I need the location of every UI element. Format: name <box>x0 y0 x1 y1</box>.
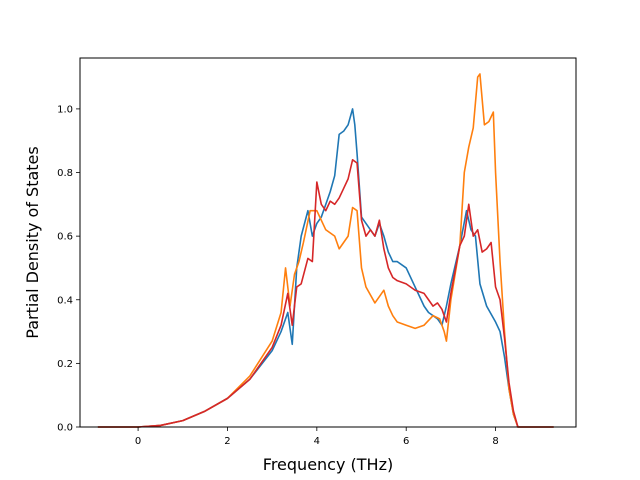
series-layer <box>97 73 554 428</box>
y-axis: 0.0 0.2 0.4 0.6 0.8 1.0 <box>57 104 80 434</box>
x-axis: 0 2 4 6 8 <box>135 427 499 447</box>
plot-frame <box>79 57 577 428</box>
y-tick-label: 0.4 <box>57 295 73 306</box>
y-tick-label: 0.0 <box>57 423 73 434</box>
y-tick-label: 0.2 <box>57 359 73 370</box>
x-tick-label: 8 <box>492 436 498 447</box>
y-tick-label: 0.6 <box>57 232 73 243</box>
series-line-2 <box>97 73 554 428</box>
x-tick-label: 6 <box>403 436 409 447</box>
x-tick-label: 2 <box>224 436 230 447</box>
y-axis-title: Partial Density of States <box>23 146 42 338</box>
x-axis-title: Frequency (THz) <box>263 455 393 474</box>
y-tick-label: 0.8 <box>57 168 73 179</box>
y-tick-label: 1.0 <box>57 104 73 115</box>
x-tick-label: 0 <box>135 436 141 447</box>
series-line-3 <box>97 158 554 428</box>
x-tick-label: 4 <box>314 436 320 447</box>
